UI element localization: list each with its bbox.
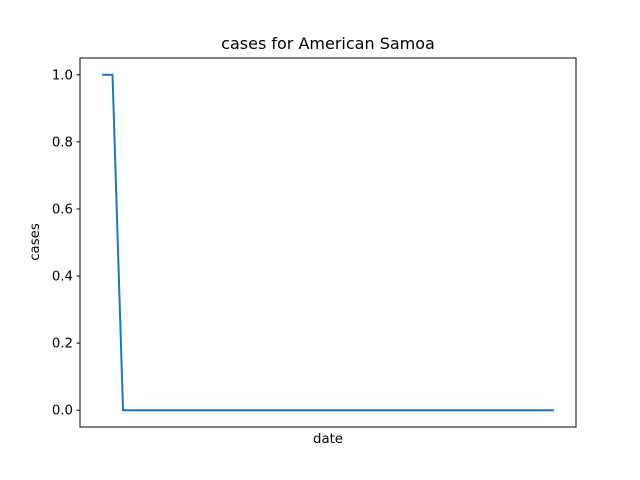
y-axis-label: cases (28, 223, 43, 261)
y-tick-label: 0.4 (52, 270, 73, 285)
y-tick-label: 1.0 (52, 68, 73, 83)
x-axis-label: date (313, 432, 343, 447)
y-tick-label: 0.0 (52, 404, 73, 419)
y-tick-label: 0.6 (52, 202, 73, 217)
series-line-0 (102, 73, 554, 412)
y-tick-label: 0.2 (52, 337, 73, 352)
plot-series (102, 73, 554, 412)
plot-frame (79, 57, 577, 428)
y-tick-label: 0.8 (52, 135, 73, 150)
chart-title: cases for American Samoa (221, 34, 435, 53)
y-axis-ticks: 0.0 0.2 0.4 0.6 0.8 1.0 (52, 68, 80, 419)
